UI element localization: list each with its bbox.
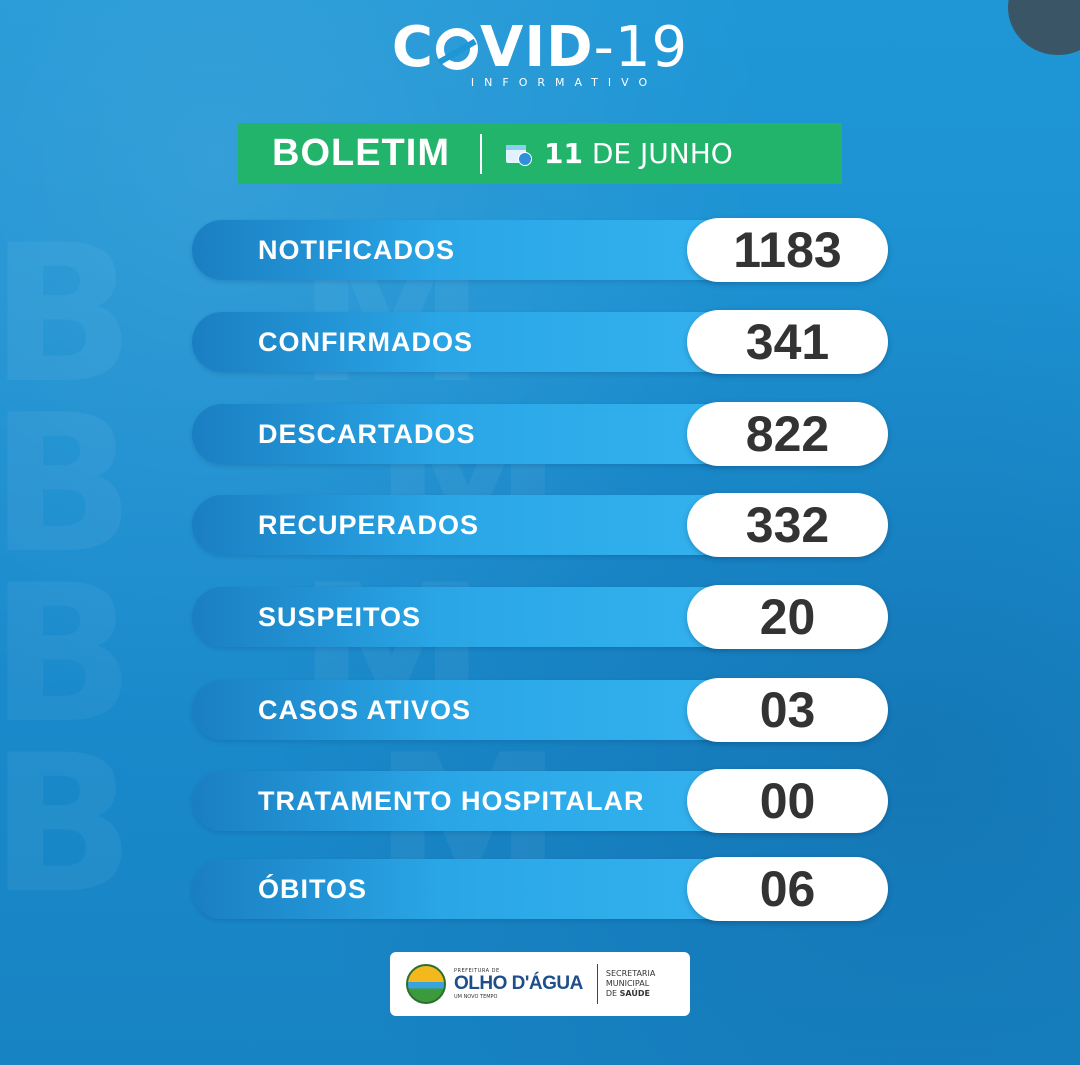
stat-label: RECUPERADOS [258,510,480,540]
sec-line-2: MUNICIPAL [605,979,650,988]
stat-label: CASOS ATIVOS [258,695,472,725]
stat-bar [192,587,752,647]
stat-row-confirmados: CONFIRMADOS 341 [192,310,888,374]
stat-bar [192,220,752,280]
stat-label: NOTIFICADOS [258,235,455,265]
stat-value: 341 [745,314,830,370]
stat-label: ÓBITOS [258,874,368,904]
logo-c: C [391,15,434,80]
stat-value: 332 [745,497,830,553]
stat-value-pill: 06 [687,857,888,921]
date-month: DE JUNHO [591,137,733,170]
stat-label: DESCARTADOS [258,419,476,449]
stat-row-suspeitos: SUSPEITOS 20 [192,585,888,649]
stat-row-descartados: DESCARTADOS 822 [192,402,888,466]
boletim-title: BOLETIM [272,132,450,174]
stat-row-obitos: ÓBITOS 06 [192,857,888,921]
brand-name: OLHO D'ÁGUA [454,973,583,994]
covid-logo: C VID-19 INFORMATIVO [0,18,1080,90]
sec-line-3: DE SAÚDE [606,989,655,999]
city-seal-icon [406,964,446,1004]
stat-row-notificados: NOTIFICADOS 1183 [192,218,888,282]
logo-subtitle: INFORMATIVO [470,76,658,89]
boletim-banner: BOLETIM 11 DE JUNHO [238,123,842,184]
stat-bar [192,859,752,919]
stat-label: TRATAMENTO HOSPITALAR [258,786,645,816]
virus-icon [435,28,478,70]
calendar-icon [505,142,532,166]
banner-divider [479,133,482,174]
stat-row-tratamento-hospitalar: TRATAMENTO HOSPITALAR 00 [192,769,888,833]
stat-value: 03 [759,682,816,738]
stat-value-pill: 03 [687,678,888,742]
stat-row-recuperados: RECUPERADOS 332 [192,493,888,557]
stat-label: SUSPEITOS [258,602,422,632]
stat-value-pill: 341 [687,310,888,374]
stat-value-pill: 822 [687,402,888,466]
stat-bar [192,312,752,372]
city-brand: PREFEITURA DE OLHO D'ÁGUA UM NOVO TEMPO [454,968,583,1000]
stat-bar [192,680,752,740]
stat-value-pill: 1183 [687,218,888,282]
stat-value-pill: 20 [687,585,888,649]
stat-value: 822 [745,406,830,462]
sec-line-1: SECRETARIA [605,969,656,978]
stat-bar [192,404,752,464]
sec-line-3-prefix: DE [605,989,620,998]
stat-value: 06 [759,861,816,917]
stat-value-pill: 332 [687,493,888,557]
stat-bar [192,495,752,555]
date-day: 11 [543,137,583,170]
logo-suffix: -19 [593,15,689,80]
stat-value: 20 [759,589,816,645]
brand-prefix: PREFEITURA DE [454,968,500,974]
brand-tagline: UM NOVO TEMPO [454,994,498,1000]
boletim-date: 11 DE JUNHO [544,137,733,170]
sec-line-3-bold: SAÚDE [619,989,650,998]
footer-divider [596,964,598,1004]
stat-label: CONFIRMADOS [258,327,473,357]
health-secretariat: SECRETARIA MUNICIPAL DE SAÚDE [606,969,655,999]
stat-bar [192,771,752,831]
stat-value: 00 [759,773,816,829]
footer-logo-card: PREFEITURA DE OLHO D'ÁGUA UM NOVO TEMPO … [390,952,690,1016]
stat-value: 1183 [733,222,842,278]
logo-title: C VID-19 [0,18,1080,78]
stat-row-casos-ativos: CASOS ATIVOS 03 [192,678,888,742]
stat-value-pill: 00 [687,769,888,833]
logo-vid: VID [479,15,594,80]
